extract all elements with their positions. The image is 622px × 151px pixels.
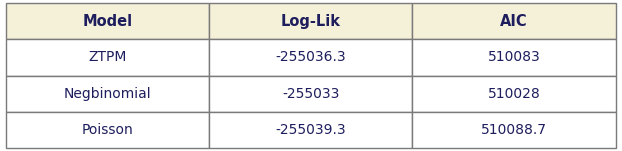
Bar — [6, 112, 209, 148]
Bar — [412, 112, 616, 148]
Text: -255036.3: -255036.3 — [276, 50, 346, 64]
Text: Poisson: Poisson — [82, 123, 134, 137]
Bar — [6, 3, 209, 39]
Bar — [412, 39, 616, 76]
Text: 510083: 510083 — [488, 50, 541, 64]
Bar — [6, 39, 209, 76]
Text: AIC: AIC — [500, 14, 528, 29]
Text: 510028: 510028 — [488, 87, 541, 101]
Bar — [6, 76, 209, 112]
Bar — [209, 76, 412, 112]
Text: ZTPM: ZTPM — [88, 50, 127, 64]
Bar — [412, 3, 616, 39]
Text: Log-Lik: Log-Lik — [281, 14, 341, 29]
Bar — [209, 112, 412, 148]
Text: Model: Model — [83, 14, 132, 29]
Text: -255033: -255033 — [282, 87, 340, 101]
Bar — [209, 3, 412, 39]
Text: Negbinomial: Negbinomial — [64, 87, 152, 101]
Bar — [412, 76, 616, 112]
Text: 510088.7: 510088.7 — [481, 123, 547, 137]
Bar — [209, 39, 412, 76]
Text: -255039.3: -255039.3 — [276, 123, 346, 137]
